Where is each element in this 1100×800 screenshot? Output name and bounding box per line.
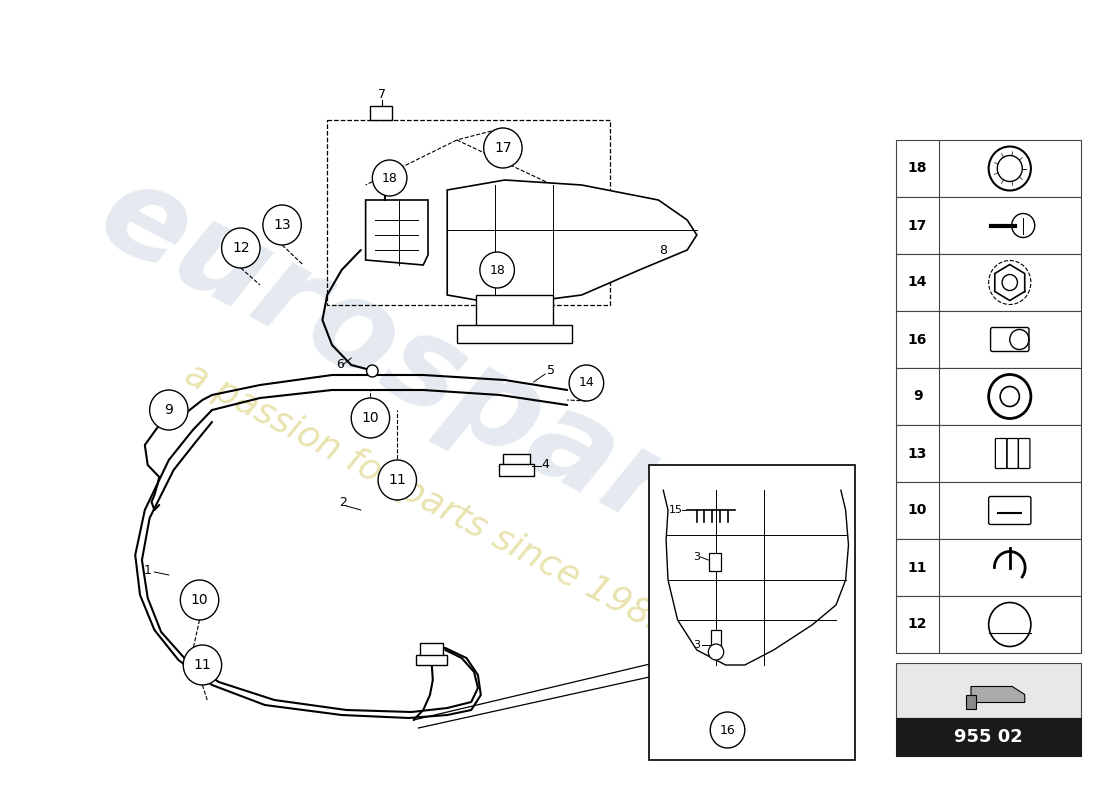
Text: a passion for parts since 1985: a passion for parts since 1985 xyxy=(179,357,676,643)
Text: 14: 14 xyxy=(579,377,594,390)
Text: 7: 7 xyxy=(378,89,386,102)
Text: 955 02: 955 02 xyxy=(955,728,1023,746)
FancyBboxPatch shape xyxy=(896,425,1081,482)
FancyBboxPatch shape xyxy=(456,325,572,343)
Text: 15: 15 xyxy=(669,505,683,515)
Text: 8: 8 xyxy=(659,243,668,257)
Circle shape xyxy=(351,398,389,438)
Polygon shape xyxy=(448,180,696,305)
FancyBboxPatch shape xyxy=(417,655,448,665)
FancyBboxPatch shape xyxy=(712,630,720,652)
Polygon shape xyxy=(971,686,1025,702)
Bar xyxy=(327,120,610,305)
Circle shape xyxy=(569,365,604,401)
Text: 14: 14 xyxy=(908,275,927,290)
Circle shape xyxy=(366,365,378,377)
Circle shape xyxy=(150,390,188,430)
FancyBboxPatch shape xyxy=(896,596,1081,653)
Text: 2: 2 xyxy=(340,495,348,509)
FancyBboxPatch shape xyxy=(966,694,976,709)
Text: 9: 9 xyxy=(164,403,174,417)
Text: 11: 11 xyxy=(388,473,406,487)
Text: 1: 1 xyxy=(144,563,152,577)
Circle shape xyxy=(180,580,219,620)
FancyBboxPatch shape xyxy=(896,539,1081,596)
FancyBboxPatch shape xyxy=(896,482,1081,539)
FancyBboxPatch shape xyxy=(896,254,1081,311)
Circle shape xyxy=(711,712,745,748)
FancyBboxPatch shape xyxy=(896,718,1081,756)
Text: 18: 18 xyxy=(908,162,927,175)
FancyBboxPatch shape xyxy=(896,197,1081,254)
Polygon shape xyxy=(365,200,428,265)
Circle shape xyxy=(184,645,221,685)
Text: 18: 18 xyxy=(490,263,505,277)
Text: 11: 11 xyxy=(194,658,211,672)
Text: 16: 16 xyxy=(719,723,736,737)
Text: 11: 11 xyxy=(908,561,927,574)
Text: 16: 16 xyxy=(908,333,927,346)
Text: 17: 17 xyxy=(908,218,927,233)
FancyBboxPatch shape xyxy=(896,368,1081,425)
Text: 18: 18 xyxy=(382,171,397,185)
Text: 9: 9 xyxy=(913,390,923,403)
FancyBboxPatch shape xyxy=(499,464,534,476)
Circle shape xyxy=(263,205,301,245)
Text: 3: 3 xyxy=(693,552,701,562)
Text: eurospares: eurospares xyxy=(79,151,834,629)
FancyBboxPatch shape xyxy=(896,140,1081,197)
Text: 10: 10 xyxy=(362,411,380,425)
Circle shape xyxy=(708,644,724,660)
Circle shape xyxy=(372,160,407,196)
Text: 5: 5 xyxy=(547,363,554,377)
Text: 13: 13 xyxy=(908,446,927,461)
FancyBboxPatch shape xyxy=(896,663,1081,718)
Text: 12: 12 xyxy=(908,618,927,631)
FancyBboxPatch shape xyxy=(710,553,720,571)
Circle shape xyxy=(480,252,515,288)
Text: 13: 13 xyxy=(273,218,290,232)
FancyBboxPatch shape xyxy=(503,454,530,472)
Circle shape xyxy=(378,460,417,500)
FancyBboxPatch shape xyxy=(649,465,855,760)
Text: 4: 4 xyxy=(541,458,549,470)
Text: 17: 17 xyxy=(494,141,512,155)
FancyBboxPatch shape xyxy=(476,295,553,330)
Circle shape xyxy=(221,228,260,268)
Text: 12: 12 xyxy=(232,241,250,255)
Text: 10: 10 xyxy=(190,593,208,607)
Circle shape xyxy=(484,128,522,168)
FancyBboxPatch shape xyxy=(420,643,443,657)
Text: 3: 3 xyxy=(693,640,701,650)
Text: 10: 10 xyxy=(908,503,927,518)
Text: 6: 6 xyxy=(336,358,343,371)
FancyBboxPatch shape xyxy=(896,311,1081,368)
FancyBboxPatch shape xyxy=(371,106,392,120)
Circle shape xyxy=(378,167,392,181)
